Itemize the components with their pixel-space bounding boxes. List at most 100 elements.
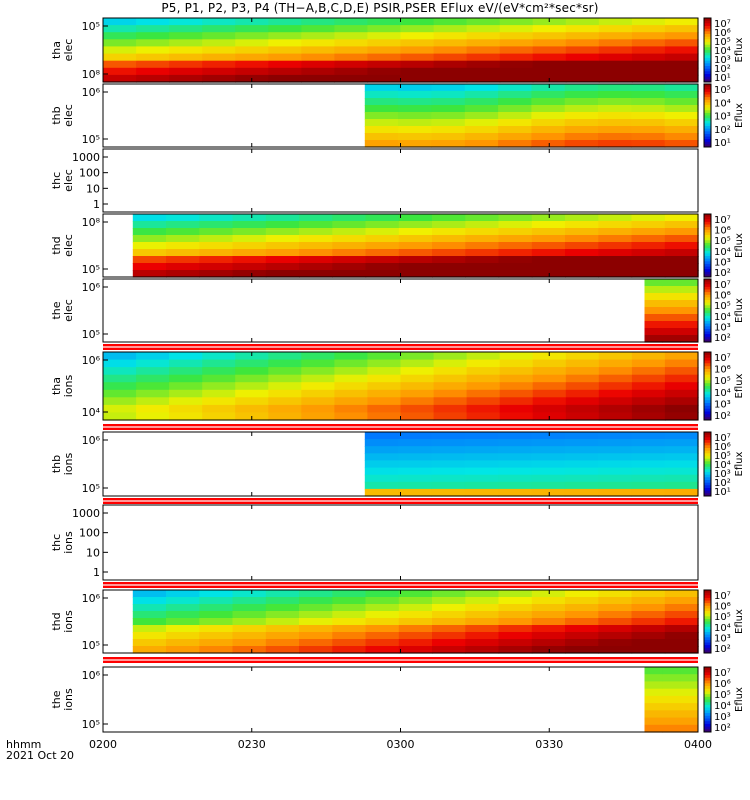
spectrogram-cell bbox=[498, 460, 532, 469]
spectrogram-cell bbox=[564, 453, 599, 461]
spectrogram-cell bbox=[664, 453, 699, 461]
spectrogram-cell bbox=[631, 98, 666, 106]
spectrogram-cell bbox=[398, 119, 432, 127]
spectrogram-cell bbox=[265, 235, 300, 243]
spectrogram-cell bbox=[631, 25, 666, 33]
spectrogram-cell bbox=[132, 625, 167, 633]
spectrogram-cell bbox=[532, 374, 567, 383]
colorbar-segment bbox=[704, 405, 711, 410]
spectrogram-cell bbox=[103, 397, 137, 406]
spectrogram-cell bbox=[232, 214, 267, 222]
spectrogram-cell bbox=[169, 389, 203, 398]
spectrogram-cell bbox=[565, 611, 599, 619]
spectrogram-cell bbox=[498, 597, 533, 605]
colorbar-tick-label: 10² bbox=[714, 333, 731, 344]
spectrogram-cell bbox=[136, 404, 170, 414]
colorbar-segment bbox=[704, 133, 711, 137]
colorbar-label: Eflux bbox=[734, 37, 745, 62]
colorbar-tick-label: 10⁷ bbox=[714, 668, 731, 679]
spectrogram-cell bbox=[499, 367, 534, 376]
spectrogram-cell bbox=[432, 632, 466, 640]
spectrogram-cell bbox=[466, 412, 501, 421]
y-tick-label: 10 bbox=[86, 182, 100, 195]
flag-bar-gap bbox=[103, 500, 698, 502]
spectrogram-cell bbox=[400, 74, 435, 83]
colorbar-segment bbox=[704, 699, 711, 703]
spectrogram-cell bbox=[367, 60, 402, 69]
colorbar-segment bbox=[704, 71, 711, 75]
colorbar-segment bbox=[704, 221, 711, 225]
spectrogram-cell bbox=[367, 412, 402, 421]
colorbar-tick-label: 10³ bbox=[714, 469, 731, 480]
spectrogram-cell bbox=[166, 590, 200, 598]
spectrogram-cell bbox=[565, 74, 600, 83]
colorbar-segment bbox=[704, 339, 711, 343]
spectrogram-cell bbox=[433, 374, 468, 383]
colorbar-segment bbox=[704, 485, 711, 489]
spectrogram-cell bbox=[532, 404, 567, 414]
spectrogram-cell bbox=[365, 263, 400, 271]
colorbar-segment bbox=[704, 417, 711, 421]
spectrogram-cell bbox=[202, 412, 236, 421]
spectrogram-cell bbox=[301, 39, 335, 47]
spectrogram-cell bbox=[398, 604, 433, 612]
spectrogram-cell bbox=[631, 133, 666, 141]
spectrogram-cell bbox=[398, 439, 432, 447]
panel-frame bbox=[102, 666, 699, 733]
spectrogram-cell bbox=[532, 382, 567, 391]
spectrogram-cell bbox=[631, 112, 666, 120]
spectrogram-cell bbox=[664, 105, 699, 113]
spectrogram-cell bbox=[232, 618, 267, 626]
colorbar-segment bbox=[704, 94, 711, 98]
spectrogram-cell bbox=[332, 270, 367, 278]
colorbar-segment bbox=[704, 729, 711, 733]
spectrogram-cell bbox=[400, 382, 435, 391]
spectrogram-cell bbox=[598, 263, 633, 271]
spectrogram-cell bbox=[431, 112, 466, 120]
spectrogram-cell bbox=[531, 488, 566, 497]
spectrogram-cell bbox=[598, 221, 633, 229]
y-tick-label: 10⁵ bbox=[82, 328, 100, 341]
spectrogram-cell bbox=[166, 597, 200, 605]
spectrogram-cell bbox=[598, 611, 633, 619]
spectrogram-cell bbox=[268, 32, 302, 40]
colorbar-segment bbox=[704, 331, 711, 335]
spectrogram-cell bbox=[464, 140, 499, 148]
spectrogram-cell bbox=[498, 112, 532, 120]
colorbar-frame bbox=[703, 83, 712, 148]
colorbar-segment bbox=[704, 442, 711, 446]
colorbar-segment bbox=[704, 120, 711, 124]
y-tick-label: 100 bbox=[79, 527, 100, 540]
spectrogram-cell bbox=[631, 374, 666, 383]
spectrogram-cell bbox=[166, 263, 200, 271]
colorbar-segment bbox=[704, 334, 711, 338]
spectrogram-cell bbox=[301, 359, 335, 368]
spectrogram-cell bbox=[364, 460, 399, 469]
spectrogram-cell bbox=[664, 590, 699, 598]
colorbar-segment bbox=[704, 411, 711, 415]
spectrogram-cell bbox=[631, 467, 666, 476]
spectrogram-cell bbox=[136, 53, 170, 62]
spectrogram-cell bbox=[232, 597, 267, 605]
colorbar-segment bbox=[704, 718, 711, 722]
spectrogram-cell bbox=[431, 460, 466, 469]
spectrogram-cell bbox=[631, 256, 666, 264]
colorbar-segment bbox=[704, 474, 711, 478]
spectrogram-cell bbox=[680, 300, 699, 308]
spectrogram-cell bbox=[202, 382, 236, 391]
spectrogram-cell bbox=[644, 681, 663, 690]
spectrogram-cell bbox=[202, 397, 236, 406]
spectrogram-cell bbox=[662, 724, 681, 733]
spectrogram-cell bbox=[664, 228, 699, 236]
spectrogram-cell bbox=[598, 242, 633, 250]
spectrogram-cell bbox=[268, 389, 302, 398]
spectrogram-cell bbox=[400, 397, 435, 406]
spectrogram-cell bbox=[565, 60, 600, 69]
spectrogram-cell bbox=[532, 46, 567, 55]
spectrogram-cell bbox=[598, 597, 633, 605]
spectrogram-cell bbox=[465, 632, 500, 640]
spectrogram-cell bbox=[631, 389, 666, 398]
spectrogram-cell bbox=[664, 389, 699, 398]
spectrogram-cell bbox=[268, 352, 302, 361]
